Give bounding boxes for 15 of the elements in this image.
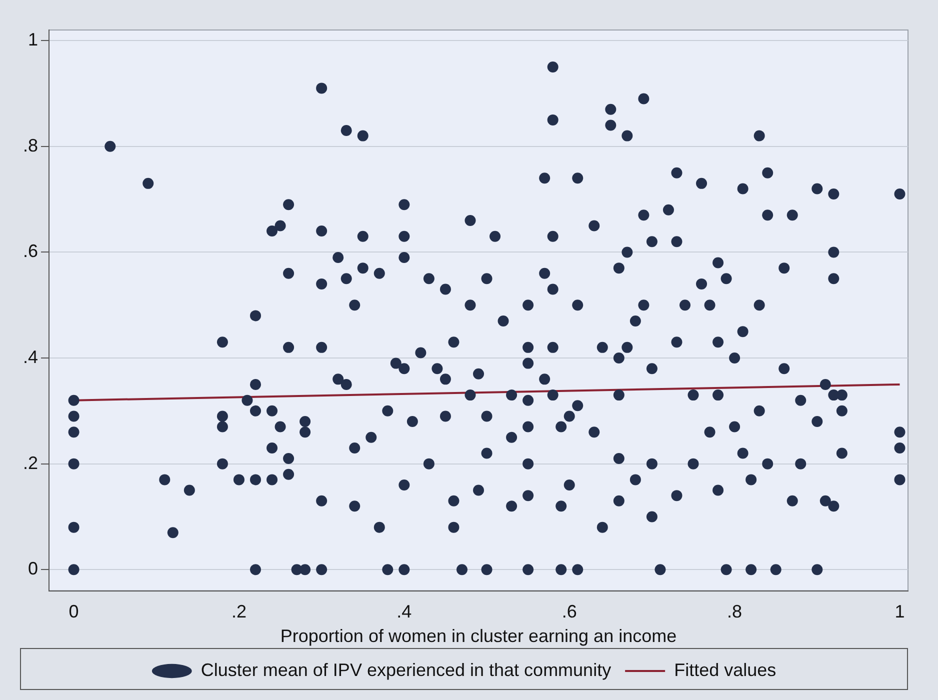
legend-label: Fitted values [674,660,776,680]
legend-label: Cluster mean of IPV experienced in that community [200,660,612,680]
x-tick-label: .8 [727,602,742,622]
x-tick-label: .6 [562,602,577,622]
x-tick-label: 1 [894,602,905,622]
x-tick-label: .4 [396,602,412,622]
y-tick-label: .8 [22,135,38,156]
y-tick-label: 0 [28,558,38,579]
y-tick-label: .4 [22,346,38,367]
y-tick-label: .6 [22,241,38,262]
x-axis-title: Proportion of women in cluster earning an income [280,626,677,646]
x-tick-label: .2 [231,602,246,622]
x-tick-label: 0 [68,602,79,622]
y-tick-label: .2 [22,452,38,473]
y-tick-label: 1 [28,30,38,50]
